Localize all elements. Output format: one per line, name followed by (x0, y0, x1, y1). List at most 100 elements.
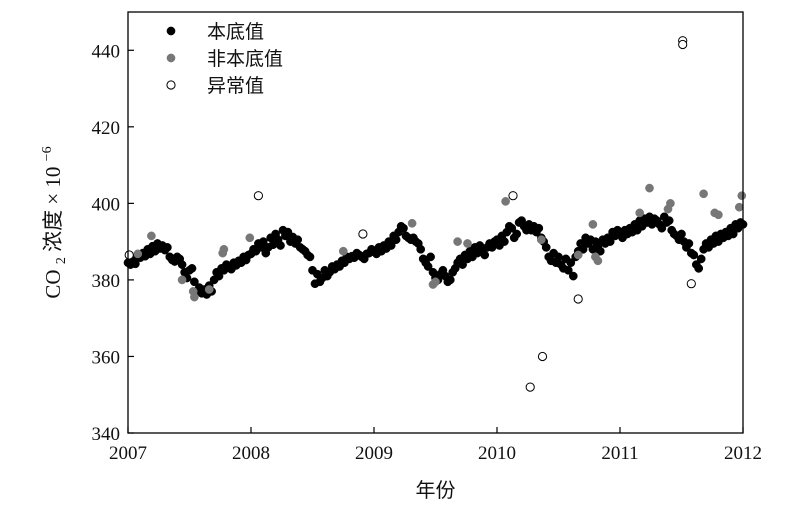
baseline-point (177, 260, 187, 269)
baseline-point (258, 237, 268, 246)
y-tick-label: 420 (92, 118, 121, 139)
x-axis-title: 年份 (416, 478, 456, 502)
outlier-point (686, 279, 696, 289)
non-baseline-point (737, 191, 747, 201)
baseline-point (605, 237, 615, 246)
non-baseline-point (536, 235, 546, 245)
outlier-point (525, 382, 535, 392)
baseline-point (568, 271, 578, 281)
baseline-point (696, 254, 706, 264)
non-baseline-point (635, 208, 645, 218)
baseline-point (677, 229, 686, 239)
baseline-point (399, 223, 408, 233)
non-baseline-point (666, 199, 675, 208)
x-tick-label: 2012 (724, 443, 762, 464)
baseline-point (689, 250, 699, 260)
non-baseline-point (147, 231, 156, 241)
legend-marker-baseline (166, 26, 176, 36)
legend-label-baseline: 本底值 (207, 21, 264, 43)
non-baseline-point (593, 256, 603, 266)
axes-layer: 2007 2008 2009 2010 2011 2012 340 360 380 400 420 4… (92, 11, 762, 464)
non-baseline-point (204, 285, 214, 294)
outlier-point (253, 191, 263, 201)
outlier-point (508, 191, 518, 201)
non-baseline-point (645, 183, 654, 193)
baseline-point (657, 223, 667, 233)
baseline-point (512, 229, 522, 239)
non-baseline-point (453, 237, 462, 246)
y-axis-title-subscript: 2 (54, 257, 69, 264)
non-baseline-point (588, 220, 598, 229)
non-baseline-point (219, 244, 229, 254)
baseline-point (684, 239, 694, 248)
outlier-point (124, 250, 134, 260)
baseline-point (293, 235, 303, 245)
baseline-point (445, 275, 455, 285)
baseline-point (386, 241, 396, 250)
non-baseline-point (714, 210, 723, 220)
non-baseline-point (245, 233, 255, 243)
baseline-point (416, 244, 426, 254)
baseline-point (500, 237, 509, 246)
x-tick-label: 2010 (478, 443, 516, 464)
baseline-point (534, 223, 544, 233)
baseline-point (423, 262, 433, 271)
baseline-point (595, 246, 605, 256)
outlier-point (358, 229, 368, 239)
series-baseline (123, 212, 748, 299)
baseline-point (458, 260, 467, 269)
non-baseline-point (133, 249, 143, 259)
y-axis-title-main: 浓度 (41, 210, 65, 252)
y-tick-label: 380 (92, 271, 121, 292)
non-baseline-point (734, 202, 744, 212)
y-axis-title-times: × (41, 193, 65, 205)
non-baseline-point (407, 218, 417, 228)
baseline-point (305, 252, 315, 262)
data-points-layer (123, 36, 748, 392)
non-baseline-point (699, 189, 708, 199)
x-tick-label: 2007 (109, 443, 147, 464)
baseline-point (391, 235, 401, 245)
y-tick-label: 360 (92, 347, 121, 368)
y-axis-title: CO 2 浓度 × 10 −6 (40, 146, 70, 298)
legend-marker-outlier (166, 80, 176, 90)
y-tick-label: 440 (92, 41, 121, 62)
baseline-point (163, 243, 172, 252)
plot-frame (127, 11, 744, 434)
outlier-point (678, 39, 688, 50)
non-baseline-point (573, 250, 583, 260)
x-tick-label: 2011 (601, 443, 638, 464)
x-tick-label: 2008 (232, 443, 270, 464)
baseline-point (187, 264, 197, 273)
y-tick-label: 340 (92, 424, 121, 445)
baseline-point (554, 252, 563, 262)
y-tick-label: 400 (92, 194, 121, 215)
non-baseline-point (177, 275, 187, 285)
series-non-baseline (133, 183, 747, 302)
legend-label-outlier: 异常值 (207, 75, 264, 97)
series-outlier (124, 36, 696, 392)
non-baseline-point (431, 277, 440, 287)
baseline-point (276, 241, 285, 250)
baseline-point (480, 250, 490, 260)
x-tick-label: 2009 (355, 443, 393, 464)
y-axis-title-base: 10 (41, 167, 65, 188)
baseline-point (566, 258, 576, 268)
baseline-point (507, 223, 517, 233)
baseline-point (541, 243, 551, 252)
baseline-point (728, 229, 738, 239)
baseline-point (214, 271, 224, 281)
baseline-point (664, 216, 674, 225)
outlier-point (573, 294, 583, 304)
legend-marker-non-baseline (166, 53, 176, 63)
baseline-point (190, 277, 199, 287)
non-baseline-point (190, 292, 199, 302)
baseline-point (694, 264, 704, 273)
axis-titles: 年份 CO 2 浓度 × 10 −6 (40, 146, 456, 502)
baseline-point (578, 244, 588, 254)
baseline-point (131, 259, 140, 269)
legend-label-non-baseline: 非本底值 (207, 48, 283, 70)
